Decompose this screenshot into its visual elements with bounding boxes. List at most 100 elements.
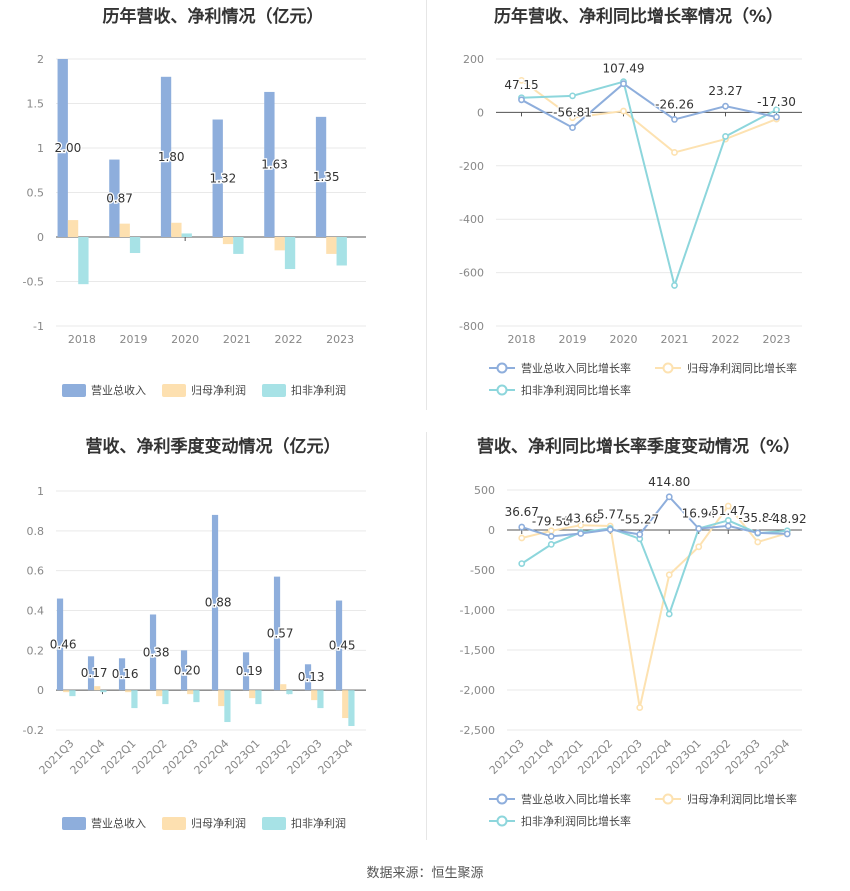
data-label: 0.87 [106,191,133,205]
bar [222,237,234,245]
x-tick-label: 2022 [712,333,740,346]
legend-swatch [62,817,86,830]
y-tick-label: -1 [33,320,44,333]
data-label: 1.63 [261,157,288,171]
data-point [671,149,678,156]
data-point [665,610,673,618]
bar [69,690,76,697]
y-tick-label: 1 [37,142,44,155]
x-tick-label: 2019 [120,333,148,346]
data-point [636,531,644,538]
y-tick-label: -400 [459,213,484,226]
bar [94,686,101,691]
bar [264,91,275,238]
data-point [724,502,732,510]
data-label: -55.27 [620,512,659,526]
y-tick-label: 0 [37,231,44,244]
data-label: 0.20 [174,663,201,677]
series-line [521,495,788,538]
bar [212,119,223,237]
bar [171,222,182,237]
data-label: 5.77 [597,508,624,522]
y-tick-label: 0.2 [27,644,45,657]
y-tick-label: -200 [459,160,484,173]
x-tick-label: 2020 [171,333,199,346]
data-label: 0.88 [205,596,232,610]
series-line [520,79,777,154]
y-tick-label: 0 [477,106,484,119]
bar [63,690,70,693]
data-label: 36.67 [505,505,539,519]
data-point [724,522,732,530]
y-tick-label: 0.4 [27,605,45,618]
data-point [518,523,526,531]
chart-title: 历年营收、净利情况（亿元） [102,7,324,27]
bar [348,690,355,727]
bar [336,237,347,266]
legend-label: 扣非净利润同比增长率 [521,814,631,828]
vertical-divider-bottom [426,432,427,840]
data-label: 0.46 [50,637,77,651]
bar [129,237,141,254]
bar [118,658,126,691]
y-tick-label: -0.5 [23,276,44,289]
vertical-divider-top [426,0,427,410]
bar [274,237,285,251]
data-label: 1.32 [210,171,237,185]
y-tick-label: 200 [463,53,484,66]
bar [284,237,296,270]
bar [218,690,225,707]
bar [280,684,287,691]
data-label: 0.13 [298,670,325,684]
chart-title: 营收、净利季度变动情况（亿元） [85,437,341,457]
data-point [518,534,526,542]
legend-swatch [162,817,186,830]
data-point [569,124,576,131]
data-label: 23.27 [708,84,742,98]
data-label: 1.80 [158,150,185,164]
y-tick-label: 0 [37,684,44,697]
y-tick-label: -1,500 [460,644,495,657]
chart-canvas: 10.80.60.40.20-0.22021Q32021Q42022Q12022… [23,485,366,830]
data-label: 2.00 [55,141,82,155]
y-tick-label: -1,000 [460,604,495,617]
bar [311,690,318,701]
legend-marker [662,793,674,805]
series-line [521,82,777,129]
bar [317,690,324,709]
data-point [773,113,780,121]
x-tick-label: 2019 [559,333,587,346]
bar [181,233,192,237]
legend-swatch [62,384,86,397]
bar [149,614,157,691]
data-label: -56.81 [553,106,592,120]
bar [211,514,219,691]
series-line [521,519,788,617]
data-point [569,114,576,122]
legend-swatch [262,817,286,830]
data-point [620,107,627,115]
data-label: -79.58 [532,514,571,528]
bar [242,652,250,691]
bar [180,650,188,691]
data-point [754,538,762,546]
data-point [722,133,729,140]
chart-canvas: 2 1.5 1 0.5 0 -0.5 -1 2018 2019 2020 2021 2022 2023 2… [23,53,366,397]
bar [160,76,172,237]
data-label: -26.26 [655,97,694,111]
data-label: 51.47 [711,504,745,518]
chart-title: 历年营收、净利同比增长率情况（%） [493,7,784,27]
y-tick-label: -2,000 [460,684,495,697]
legend-label: 扣非净利润 [291,383,346,397]
bar [273,576,281,691]
legend-marker [496,362,508,374]
data-label: 107.49 [603,62,645,76]
data-label: 0.17 [81,666,108,680]
legend-label: 归母净利润 [191,816,246,830]
data-label: 0.38 [143,645,170,659]
bar [233,237,244,254]
data-label: 0.16 [112,667,139,681]
data-point [665,493,673,501]
x-tick-label: 2023 [326,333,354,346]
data-label: -43.68 [561,511,600,525]
